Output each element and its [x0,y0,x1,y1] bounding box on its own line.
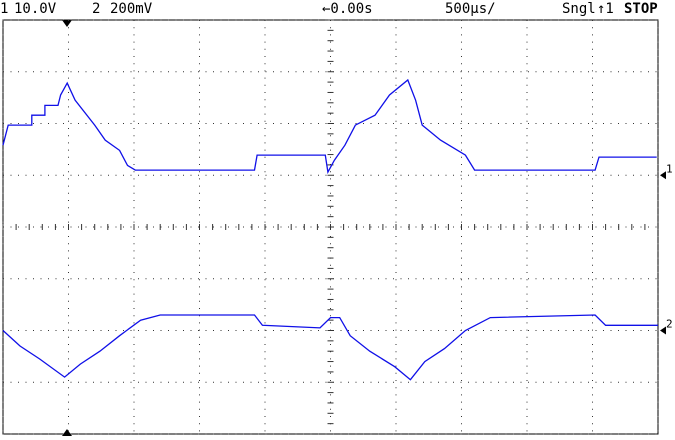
ground-arrow [660,326,666,335]
ch2-label: 2 [92,1,100,17]
trace [2,78,657,175]
ch1-scale: 10.0V [14,1,57,17]
ch2-scale: 200mV [110,1,153,17]
timebase: 500µs/ [445,1,496,17]
trigger-marker [62,20,72,27]
trigger-source: ↑1 [597,1,614,17]
ch1-label: 1 [0,1,8,17]
ground-marker: 2 [666,318,673,331]
ground-marker: 1 [666,162,673,175]
ground-arrow [660,171,666,180]
trace [2,314,658,381]
delay: ←0.00s [322,1,373,17]
run-state: STOP [624,1,658,17]
mode: Sngl [562,1,596,17]
